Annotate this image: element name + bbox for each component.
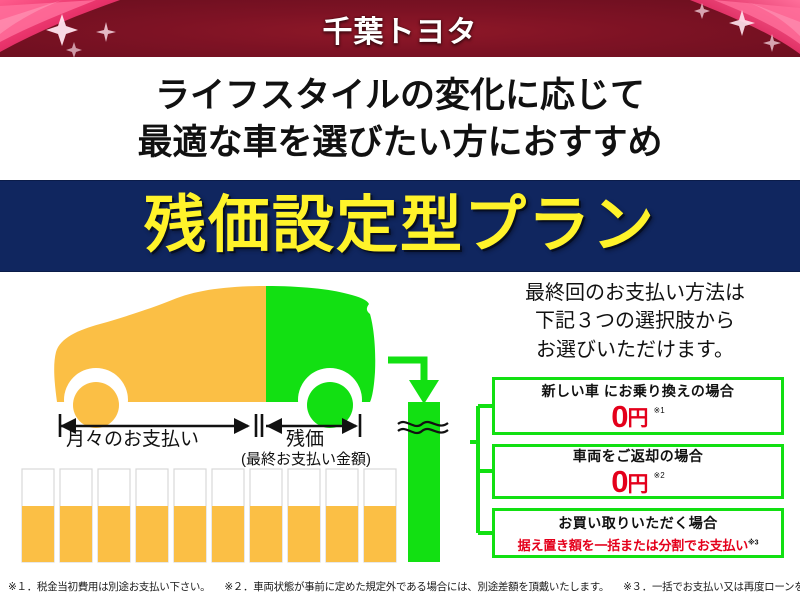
ribbon-decoration <box>0 0 800 57</box>
option-box-buyout[interactable]: お買い取りいただく場合 据え置き額を一括または分割でお支払い※3 <box>492 508 784 558</box>
option-1-amount-row: 0 円 ※1 <box>611 398 665 434</box>
option-2-amount-row: 0 円 ※2 <box>611 464 665 500</box>
footnote-3: ※３．一括でお支払い又は再度ローンを組むこともできます。 <box>623 580 800 593</box>
options-heading-line-1: 最終回のお支払い方法は <box>525 282 745 304</box>
car-and-bar-chart <box>21 286 449 563</box>
options-heading: 最終回のお支払い方法は 下記３つの選択肢から お選びいただけます。 <box>470 279 800 364</box>
brand-title: 千葉トヨタ <box>322 15 478 49</box>
option-2-amount: 0 <box>611 464 628 500</box>
footnote-1: ※１．税金当初費用は別途お支払い下さい。 <box>8 580 211 593</box>
footer-disclaimers: ※１．税金当初費用は別途お支払い下さい。 ※２．車両状態が事前に定めた規定外であ… <box>0 572 800 600</box>
residual-value-sublabel: (最終お支払い金額) <box>241 451 371 468</box>
monthly-payment-bars <box>21 468 397 563</box>
residual-value-bar <box>397 402 449 562</box>
options-heading-line-2: 下記３つの選択肢から <box>535 310 735 333</box>
option-2-title: 車両をご返却の場合 <box>572 448 704 465</box>
option-1-unit: 円 <box>627 407 649 431</box>
option-3-footnote-marker: ※3 <box>748 539 759 547</box>
axis-break-symbol <box>397 420 449 435</box>
monthly-payment-label: 月々のお支払い <box>66 429 200 450</box>
subtitle-line-1: ライフスタイルの変化に応じて <box>154 76 645 116</box>
subtitle-section: ライフスタイルの変化に応じて 最適な車を選びたい方におすすめ <box>0 57 800 180</box>
residual-arrow-head <box>409 380 439 404</box>
residual-flow-arrow <box>388 356 428 384</box>
plan-name-title: 残価設定型プラン <box>143 191 656 260</box>
option-3-title: お買い取りいただく場合 <box>558 514 718 531</box>
option-2-footnote-marker: ※2 <box>653 471 665 481</box>
dimension-arrows <box>58 414 362 437</box>
option-1-footnote-marker: ※1 <box>653 405 665 415</box>
option-1-amount: 0 <box>611 398 628 434</box>
option-3-detail-text: 据え置き額を一括または分割でお支払い <box>517 537 749 553</box>
residual-value-label: 残価 <box>286 429 325 450</box>
options-heading-line-3: お選びいただけます。 <box>536 338 734 361</box>
payment-options-panel: 最終回のお支払い方法は 下記３つの選択肢から お選びいただけます。 <box>470 272 800 572</box>
header-banner: 千葉トヨタ <box>0 0 800 57</box>
option-1-title: 新しい車 にお乗り換えの場合 <box>541 382 735 399</box>
plan-name-banner: 残価設定型プラン <box>0 180 800 272</box>
footnote-2: ※２．車両状態が事前に定めた規定外である場合には、別途差額を頂戴いたします。 <box>224 580 610 593</box>
option-3-detail: 据え置き額を一括または分割でお支払い※3 <box>518 535 759 554</box>
option-2-unit: 円 <box>627 472 649 496</box>
subtitle-line-2: 最適な車を選びたい方におすすめ <box>137 122 663 162</box>
main-content: 月々のお支払い 残価 (最終お支払い金額) 最終回のお支払い方法は 下記３つの選… <box>0 272 800 572</box>
option-box-return[interactable]: 車両をご返却の場合 0 円 ※2 <box>492 444 784 499</box>
payment-diagram: 月々のお支払い 残価 (最終お支払い金額) <box>0 272 470 572</box>
option-box-exchange[interactable]: 新しい車 にお乗り換えの場合 0 円 ※1 <box>492 377 784 435</box>
car-illustration <box>54 286 376 432</box>
